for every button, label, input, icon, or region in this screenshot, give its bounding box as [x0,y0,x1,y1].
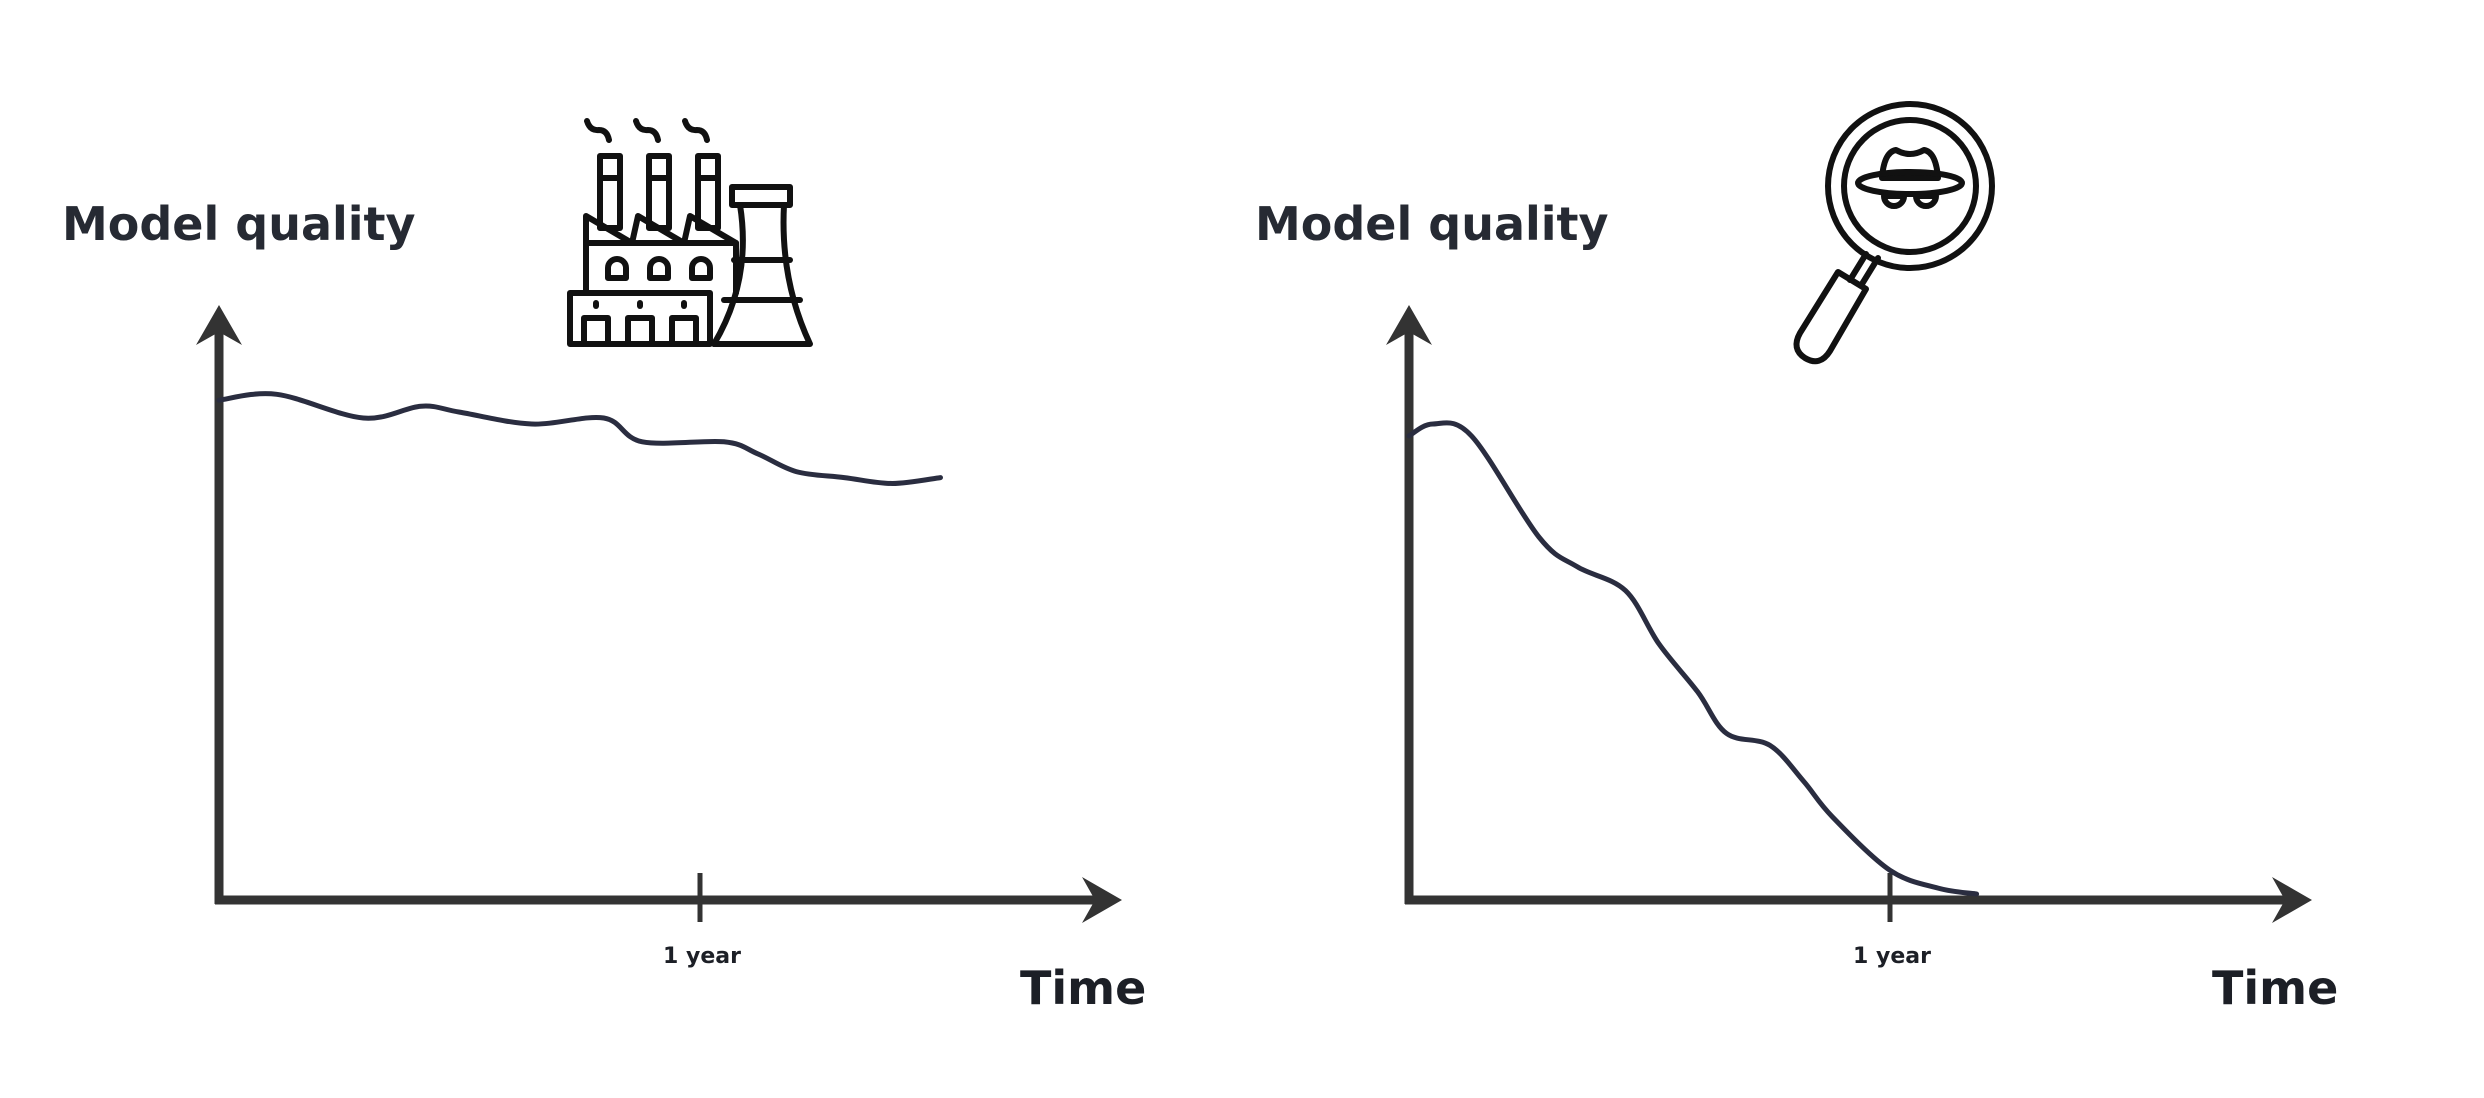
x-axis-label: Time [1020,961,1146,1015]
x-axis-arrow [2272,877,2312,923]
chart-panel-left: Model quality 1 year Time [62,118,1146,1015]
x-tick-label: 1 year [1853,944,1931,969]
y-axis-label: Model quality [1255,197,1609,251]
magnifier-spy-icon [1793,101,1995,365]
y-axis-arrow [1386,305,1432,345]
x-axis-label: Time [2212,961,2338,1015]
series-line-model-quality [216,391,943,486]
chart-panel-right: Model quality 1 year Time [1255,101,2338,1015]
factory-icon [567,118,813,347]
y-axis-arrow [196,305,242,345]
series-line-model-quality [1406,420,1980,897]
x-axis-arrow [1082,877,1122,923]
y-axis-label: Model quality [62,197,416,251]
x-tick-label: 1 year [663,944,741,969]
